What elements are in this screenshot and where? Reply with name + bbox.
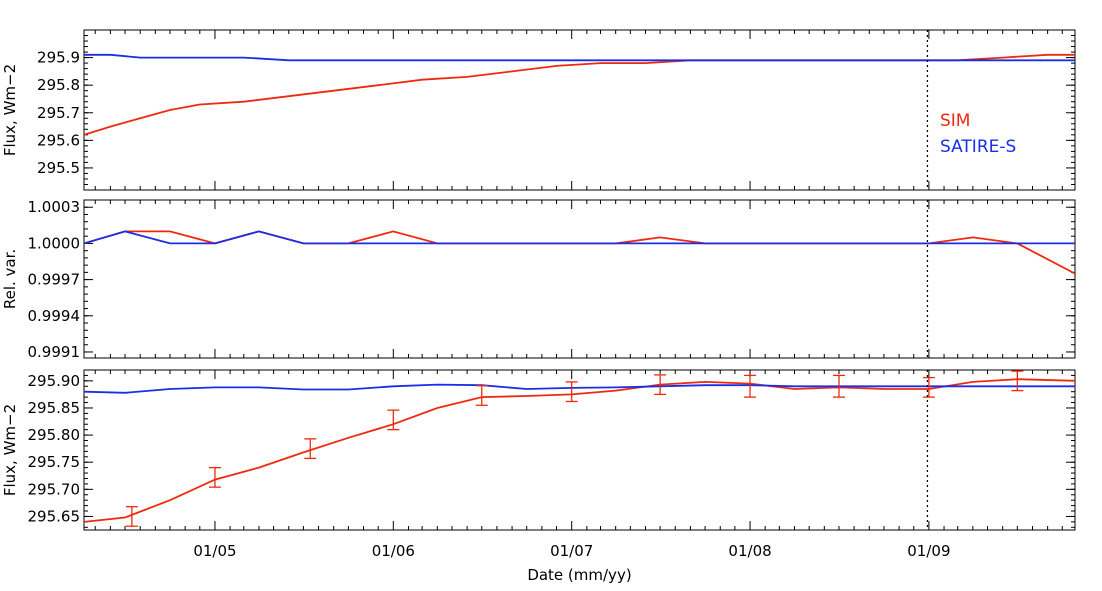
y-axis-label: Rel. var. bbox=[1, 249, 19, 309]
y-tick-label: 295.9 bbox=[37, 49, 80, 67]
x-tick-label: 01/08 bbox=[728, 542, 771, 560]
x-tick-label: 01/09 bbox=[907, 542, 950, 560]
y-tick-label: 295.7 bbox=[37, 104, 80, 122]
y-tick-label: 295.70 bbox=[28, 480, 81, 498]
series-line-satire-s bbox=[84, 53, 1075, 62]
plot-frame-3 bbox=[83, 369, 1076, 531]
x-tick-label: 01/07 bbox=[550, 542, 593, 560]
series-line-sim bbox=[84, 378, 1075, 523]
plot-frame-1 bbox=[83, 29, 1076, 191]
y-tick-label: 295.6 bbox=[37, 131, 80, 149]
series-line-sim bbox=[84, 53, 1075, 136]
y-tick-label: 295.85 bbox=[28, 399, 81, 417]
y-tick-label: 295.90 bbox=[28, 372, 81, 390]
y-tick-label: 295.8 bbox=[37, 76, 80, 94]
legend-entry-sim: SIM bbox=[940, 111, 970, 131]
series-line-satire-s bbox=[84, 230, 1075, 245]
y-axis-label: Flux, Wm−2 bbox=[1, 404, 19, 496]
y-tick-label: 295.80 bbox=[28, 426, 81, 444]
y-tick-label: 295.5 bbox=[37, 159, 80, 177]
x-tick-label: 01/06 bbox=[372, 542, 415, 560]
y-tick-label: 0.9994 bbox=[28, 307, 81, 325]
plot-frame-2 bbox=[83, 199, 1076, 359]
legend-entry-satire-s: SATIRE-S bbox=[940, 137, 1016, 157]
y-tick-label: 1.0003 bbox=[28, 198, 81, 216]
x-axis-label: Date (mm/yy) bbox=[527, 566, 631, 584]
y-tick-label: 0.9997 bbox=[28, 271, 81, 289]
y-tick-label: 295.65 bbox=[28, 507, 81, 525]
x-tick-label: 01/05 bbox=[193, 542, 236, 560]
y-tick-label: 295.75 bbox=[28, 453, 81, 471]
y-axis-label: Flux, Wm−2 bbox=[1, 64, 19, 156]
y-tick-label: 0.9991 bbox=[28, 343, 81, 361]
y-tick-label: 1.0000 bbox=[28, 234, 81, 252]
